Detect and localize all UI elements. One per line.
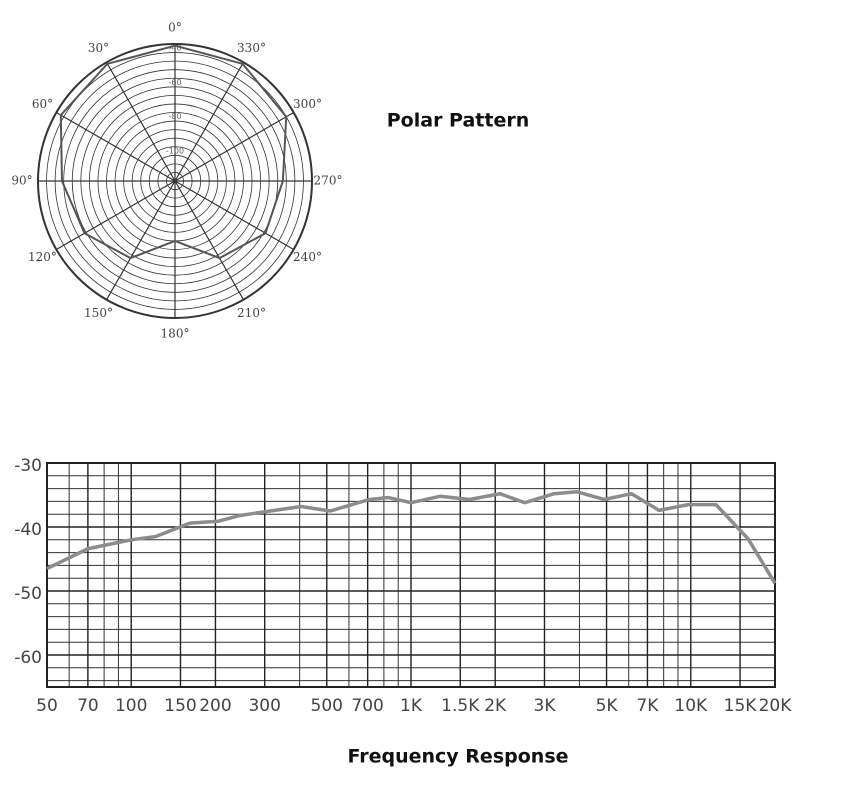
x-tick-label: 150: [164, 696, 196, 716]
response-line: [46, 490, 777, 585]
x-tick-label: 20K: [759, 696, 793, 716]
y-tick-label: -40: [14, 520, 42, 540]
x-tick-label: 5K: [596, 696, 619, 716]
angle-label: 180°: [161, 327, 190, 341]
angle-label: 330°: [237, 41, 266, 55]
x-tick-label: 300: [248, 696, 280, 716]
angle-label: 300°: [293, 97, 322, 111]
spoke: [105, 62, 176, 182]
angle-label: 120°: [28, 250, 57, 264]
x-tick-label: 200: [199, 696, 231, 716]
x-tick-label: 3K: [534, 696, 557, 716]
x-tick-label: 500: [311, 696, 343, 716]
y-tick-label: -50: [14, 584, 42, 604]
chart-title: Polar Pattern: [387, 110, 529, 132]
x-tick-label: 70: [77, 696, 99, 716]
r-tick-label: -100: [166, 146, 184, 155]
y-tick-label: -30: [14, 456, 42, 476]
plot-frame: [46, 462, 776, 688]
r-tick-label: -60: [168, 78, 181, 87]
spoke: [105, 180, 176, 300]
angle-label: 150°: [84, 306, 113, 320]
angle-label: 270°: [314, 174, 343, 188]
x-tick-label: 700: [351, 696, 383, 716]
polar-line: [59, 44, 288, 260]
r-tick-label: -80: [168, 112, 181, 121]
y-tick-label: -60: [14, 648, 42, 668]
spoke: [174, 180, 245, 300]
x-tick-label: 1.5K: [441, 696, 480, 716]
spoke: [174, 62, 245, 182]
x-tick-label: 100: [115, 696, 147, 716]
spoke: [56, 180, 176, 251]
x-tick-label: 50: [36, 696, 58, 716]
spoke: [174, 111, 294, 182]
angle-label: 0°: [168, 21, 182, 35]
x-tick-label: 10K: [674, 696, 708, 716]
x-tick-label: 2K: [484, 696, 507, 716]
angle-label: 60°: [32, 97, 53, 111]
x-tick-label: 15K: [724, 696, 758, 716]
angle-label: 90°: [11, 174, 32, 188]
angle-label: 30°: [88, 41, 109, 55]
x-tick-label: 7K: [636, 696, 659, 716]
chart-title: Frequency Response: [347, 746, 568, 768]
r-tick-label: -40: [168, 44, 181, 53]
spoke: [56, 111, 176, 182]
x-tick-label: 1K: [400, 696, 423, 716]
spoke: [174, 180, 294, 251]
angle-label: 210°: [237, 306, 266, 320]
angle-label: 240°: [293, 250, 322, 264]
